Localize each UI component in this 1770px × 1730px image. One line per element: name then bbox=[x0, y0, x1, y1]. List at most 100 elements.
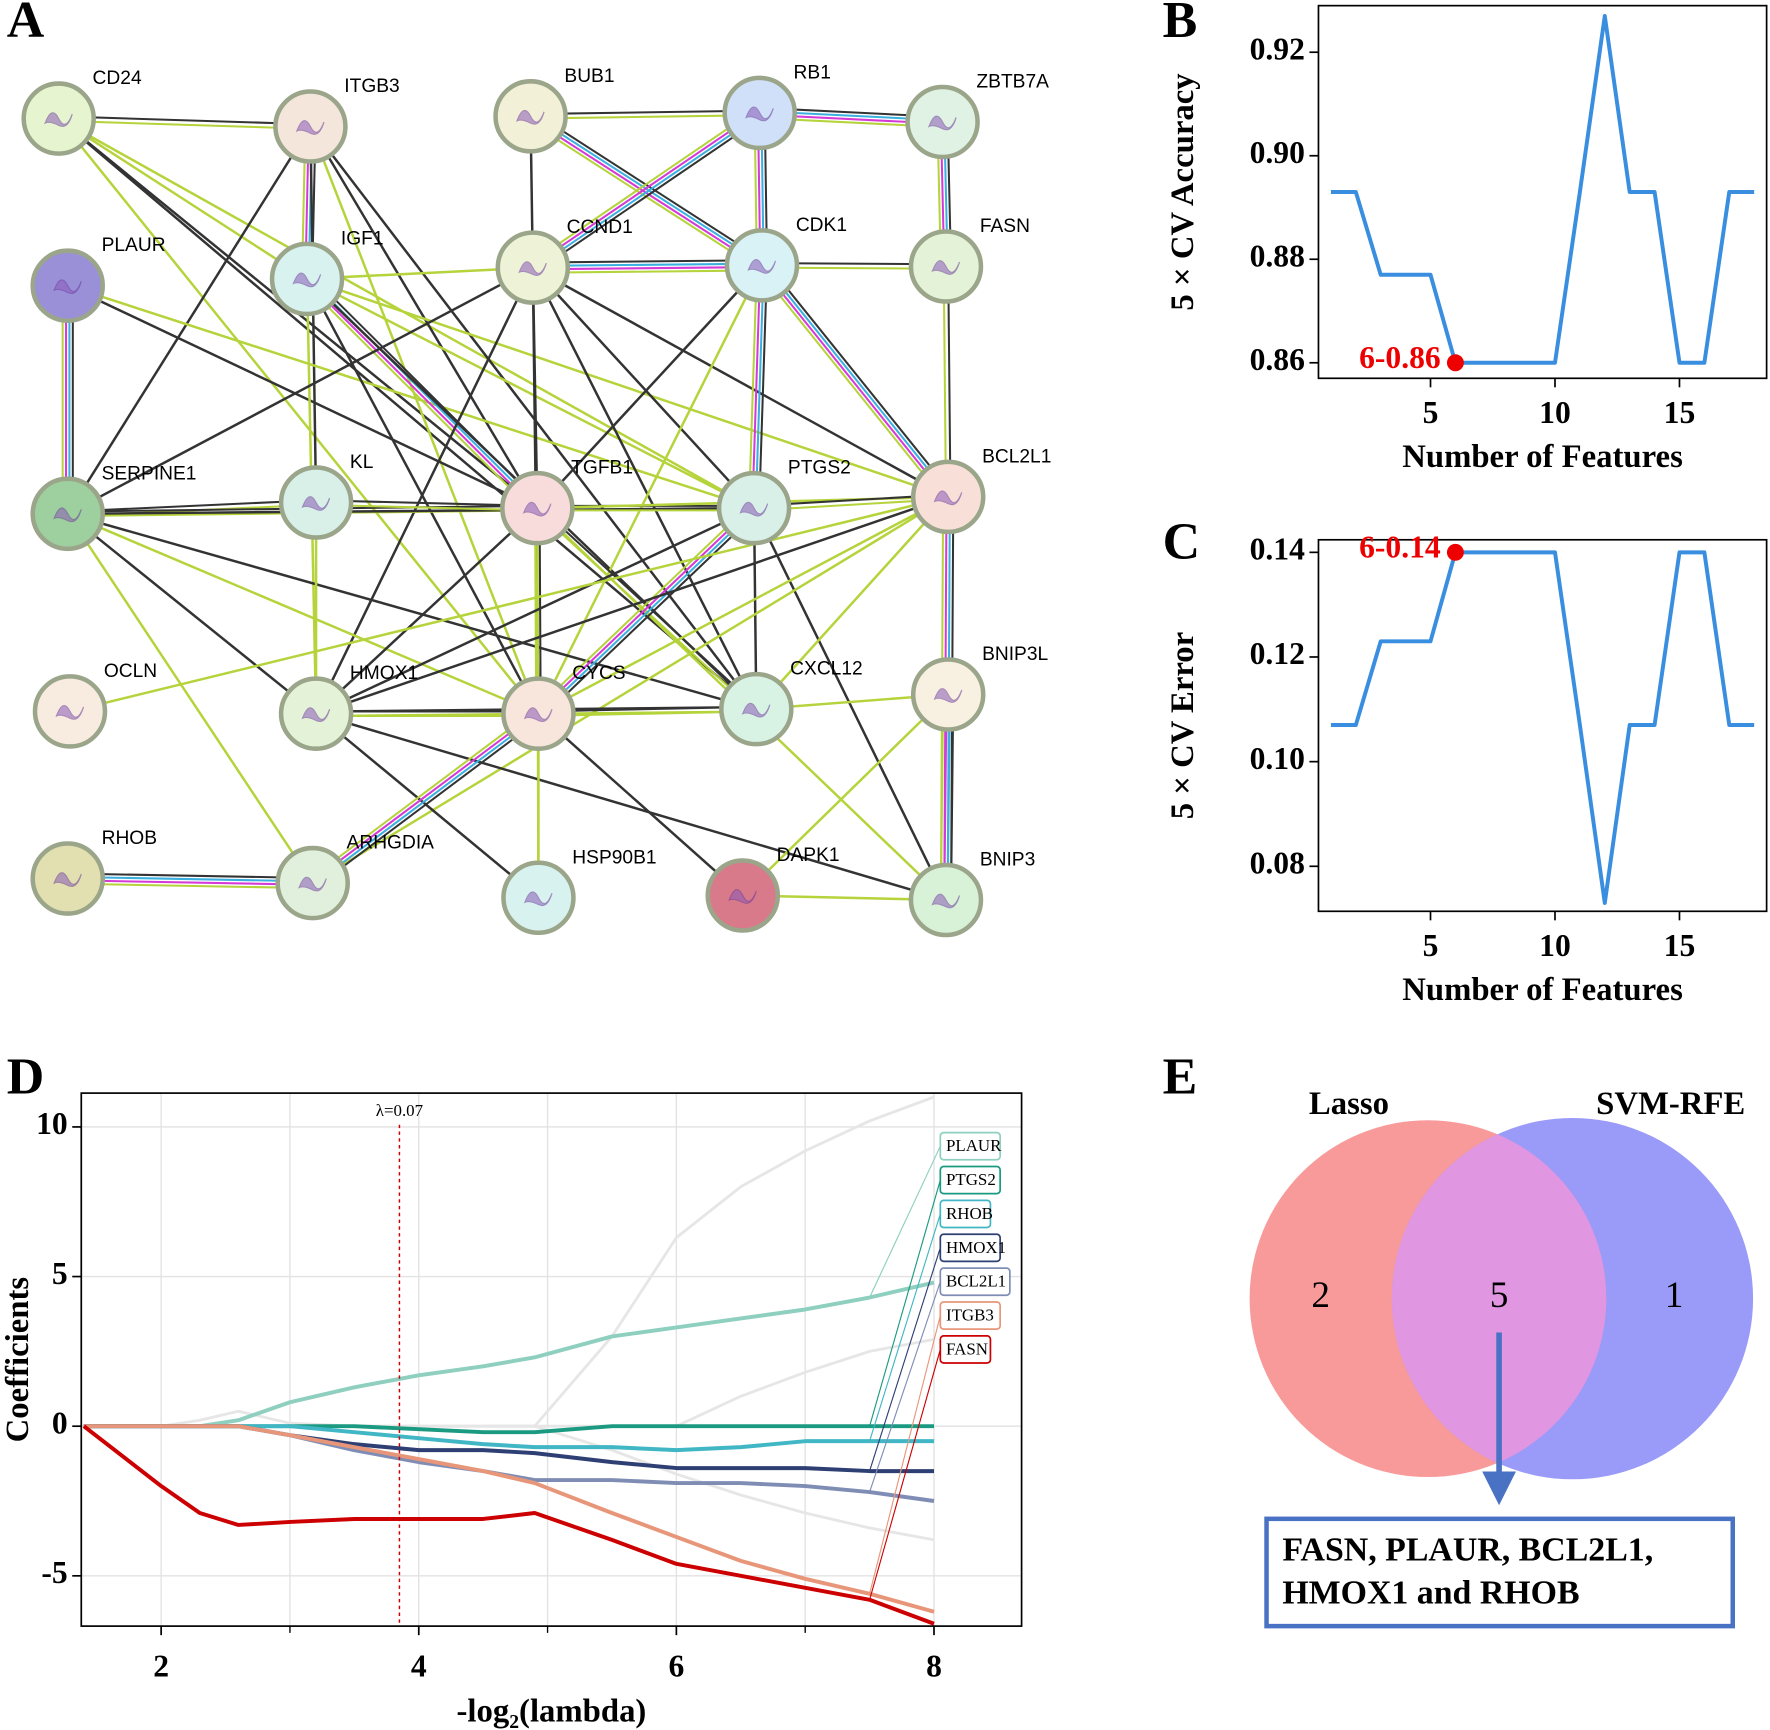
node-label: PLAUR bbox=[102, 235, 166, 256]
edge bbox=[306, 277, 755, 510]
y-tick-label: 0.12 bbox=[1250, 636, 1305, 671]
x-tick-label: 15 bbox=[1664, 395, 1696, 430]
edge bbox=[67, 284, 755, 510]
count-label: 2 bbox=[1311, 1275, 1330, 1316]
legend-box bbox=[939, 1335, 992, 1364]
edge bbox=[537, 495, 949, 715]
series-line bbox=[83, 1280, 935, 1429]
node-structure bbox=[747, 259, 777, 274]
node-label: ZBTB7A bbox=[976, 71, 1049, 92]
node-structure bbox=[53, 507, 82, 523]
node-structure bbox=[53, 279, 82, 295]
y-tick-label: 5 bbox=[52, 1256, 68, 1291]
edge bbox=[67, 266, 534, 515]
node-label: ITGB3 bbox=[344, 76, 399, 97]
y-tick-label: 0.08 bbox=[1250, 846, 1305, 881]
edge bbox=[66, 512, 317, 715]
x-tick-label: 10 bbox=[1539, 395, 1571, 430]
y-tick-label: 10 bbox=[36, 1106, 68, 1141]
edge bbox=[67, 512, 757, 711]
node-structure bbox=[728, 889, 757, 904]
edge bbox=[530, 109, 760, 116]
node-label: DAPK1 bbox=[777, 845, 840, 866]
y-axis-label: 5 × CV Accuracy bbox=[1165, 73, 1201, 311]
node-structure bbox=[55, 705, 85, 720]
legend-connector bbox=[869, 1145, 941, 1298]
edge bbox=[66, 513, 314, 884]
node-structure bbox=[301, 707, 331, 723]
panel-letter: A bbox=[7, 0, 45, 49]
node-structure bbox=[931, 893, 961, 909]
x-tick-label: 5 bbox=[1423, 928, 1439, 963]
legend-box bbox=[939, 1199, 992, 1229]
series-line bbox=[82, 1424, 935, 1626]
edge bbox=[67, 875, 313, 883]
edge bbox=[315, 716, 543, 888]
legend-box bbox=[939, 1131, 1001, 1161]
plot-frame bbox=[1317, 538, 1768, 913]
node-structure bbox=[44, 112, 73, 127]
edge bbox=[302, 281, 535, 513]
edge bbox=[532, 269, 763, 274]
panel-letter: D bbox=[7, 1049, 44, 1106]
edge bbox=[57, 117, 758, 711]
node-structure bbox=[741, 702, 771, 718]
node-label: BCL2L1 bbox=[982, 446, 1051, 467]
edge bbox=[537, 264, 764, 715]
edge bbox=[536, 506, 754, 714]
plot-frame bbox=[1317, 4, 1768, 380]
edge bbox=[58, 115, 311, 126]
set-overlap bbox=[1391, 1120, 1607, 1478]
edge bbox=[67, 506, 755, 516]
edge bbox=[765, 261, 953, 495]
node-structure bbox=[739, 501, 769, 517]
edge bbox=[531, 266, 755, 510]
node-structure bbox=[53, 872, 82, 887]
highlight-point bbox=[1446, 543, 1464, 561]
edge bbox=[309, 125, 758, 710]
series-line bbox=[83, 1424, 935, 1614]
edge bbox=[532, 266, 762, 271]
edge bbox=[762, 263, 951, 497]
node-structure bbox=[927, 115, 957, 131]
y-tick-label: 0.92 bbox=[1250, 31, 1305, 66]
edge bbox=[531, 110, 760, 268]
edge bbox=[66, 125, 312, 515]
edge bbox=[942, 266, 947, 497]
node-label: HMOX1 bbox=[350, 663, 418, 684]
node-structure bbox=[523, 707, 553, 723]
y-tick-label: -5 bbox=[41, 1555, 67, 1590]
x-tick-label: 4 bbox=[411, 1648, 427, 1683]
edge bbox=[534, 503, 752, 711]
edge bbox=[67, 879, 313, 886]
node-label: IGF1 bbox=[341, 228, 384, 249]
edge bbox=[67, 872, 313, 880]
edge bbox=[309, 708, 537, 880]
edge bbox=[306, 277, 949, 499]
edge bbox=[67, 882, 313, 890]
edge bbox=[758, 265, 769, 509]
y-tick-label: 0 bbox=[52, 1405, 68, 1440]
node-label: OCLN bbox=[104, 661, 157, 682]
x-tick-label: 5 bbox=[1423, 395, 1439, 430]
edge bbox=[312, 495, 949, 885]
x-tick-label: 2 bbox=[153, 1648, 169, 1683]
edge bbox=[537, 712, 744, 897]
legend-connector bbox=[869, 1281, 941, 1493]
node-label: CDK1 bbox=[796, 215, 847, 236]
edge bbox=[69, 495, 949, 713]
legend-label: RHOB bbox=[946, 1204, 993, 1223]
edge bbox=[532, 262, 762, 267]
node-label: BNIP3L bbox=[982, 644, 1048, 665]
edge bbox=[538, 508, 756, 716]
y-tick-label: 0.10 bbox=[1250, 741, 1305, 776]
legend-connector bbox=[869, 1349, 941, 1600]
y-tick-label: 0.90 bbox=[1250, 135, 1305, 170]
legend-label: PTGS2 bbox=[946, 1170, 996, 1189]
y-axis-label: 5 × CV Error bbox=[1165, 632, 1201, 820]
threshold-label: λ=0.07 bbox=[376, 1101, 423, 1120]
count-label: 1 bbox=[1665, 1275, 1684, 1316]
node-structure bbox=[518, 261, 547, 276]
series-line bbox=[1330, 550, 1755, 905]
